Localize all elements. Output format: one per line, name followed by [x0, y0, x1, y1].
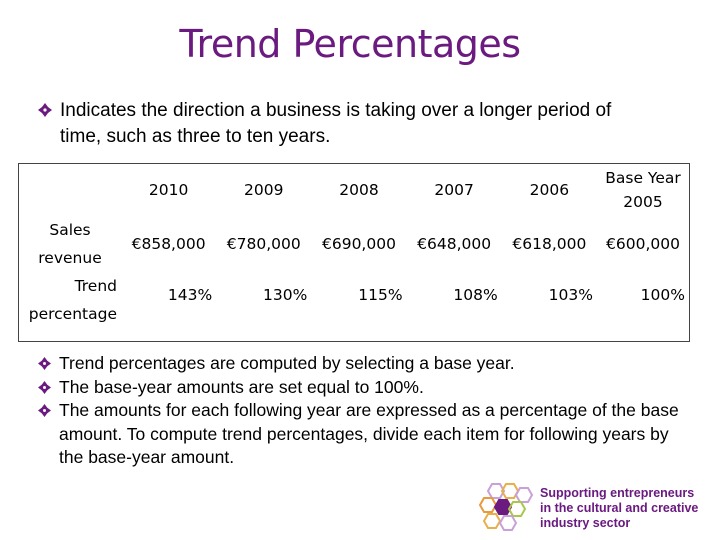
row-label: Sales revenue: [38, 221, 102, 267]
header-cell: Base Year 2005: [605, 169, 681, 211]
bullet-icon: [38, 357, 51, 370]
header-cell: 2009: [244, 181, 284, 199]
empty-cell: [19, 164, 122, 217]
bullet-icon: [38, 404, 51, 417]
intro-bullet: Indicates the direction a business is ta…: [38, 98, 638, 150]
logo: Supporting entrepreneurs in the cultural…: [478, 482, 698, 534]
bullet-icon: [38, 103, 52, 117]
cell: 143%: [167, 286, 213, 304]
cell: 108%: [453, 286, 498, 304]
cell: 100%: [640, 286, 685, 304]
bullet-list: Trend percentages are computed by select…: [38, 352, 688, 470]
header-cell: 2006: [529, 181, 570, 199]
logo-line: industry sector: [540, 515, 631, 530]
cell: €648,000: [417, 235, 492, 253]
cell: 130%: [263, 286, 308, 304]
bullet: The amounts for each following year are …: [38, 399, 688, 470]
row-label: Trend percentage: [28, 277, 117, 323]
header-cell: 2008: [339, 181, 379, 199]
cell: 115%: [358, 286, 403, 304]
bullet: Trend percentages are computed by select…: [38, 352, 688, 376]
bullet-icon: [38, 380, 51, 394]
intro-text: Indicates the direction a business is ta…: [60, 100, 612, 147]
cell: €600,000: [606, 235, 680, 253]
bullet: The base-year amounts are set equal to 1…: [38, 376, 688, 400]
logo-hexagons: [478, 483, 534, 531]
cell: €618,000: [512, 235, 587, 253]
bullet-text: Trend percentages are computed by select…: [59, 353, 515, 373]
cell: €690,000: [321, 235, 396, 253]
logo-text: Supporting entrepreneurs in the cultural…: [540, 486, 698, 531]
cell: €858,000: [131, 235, 206, 253]
bullet-text: The base-year amounts are set equal to 1…: [59, 376, 424, 397]
header-cell: 2007: [434, 181, 474, 199]
cell: €780,000: [226, 235, 301, 253]
slide-title: Trend Percentages: [179, 22, 521, 66]
bullet-text: The amounts for each following year are …: [59, 400, 679, 467]
trend-table: 2010 2009 2008 2007 2006 Base Year 2005 …: [18, 163, 690, 342]
logo-line: in the cultural and creative: [540, 500, 699, 515]
logo-line: Supporting entrepreneurs: [540, 485, 695, 500]
cell: 103%: [548, 286, 593, 304]
header-cell: 2010: [148, 181, 189, 199]
